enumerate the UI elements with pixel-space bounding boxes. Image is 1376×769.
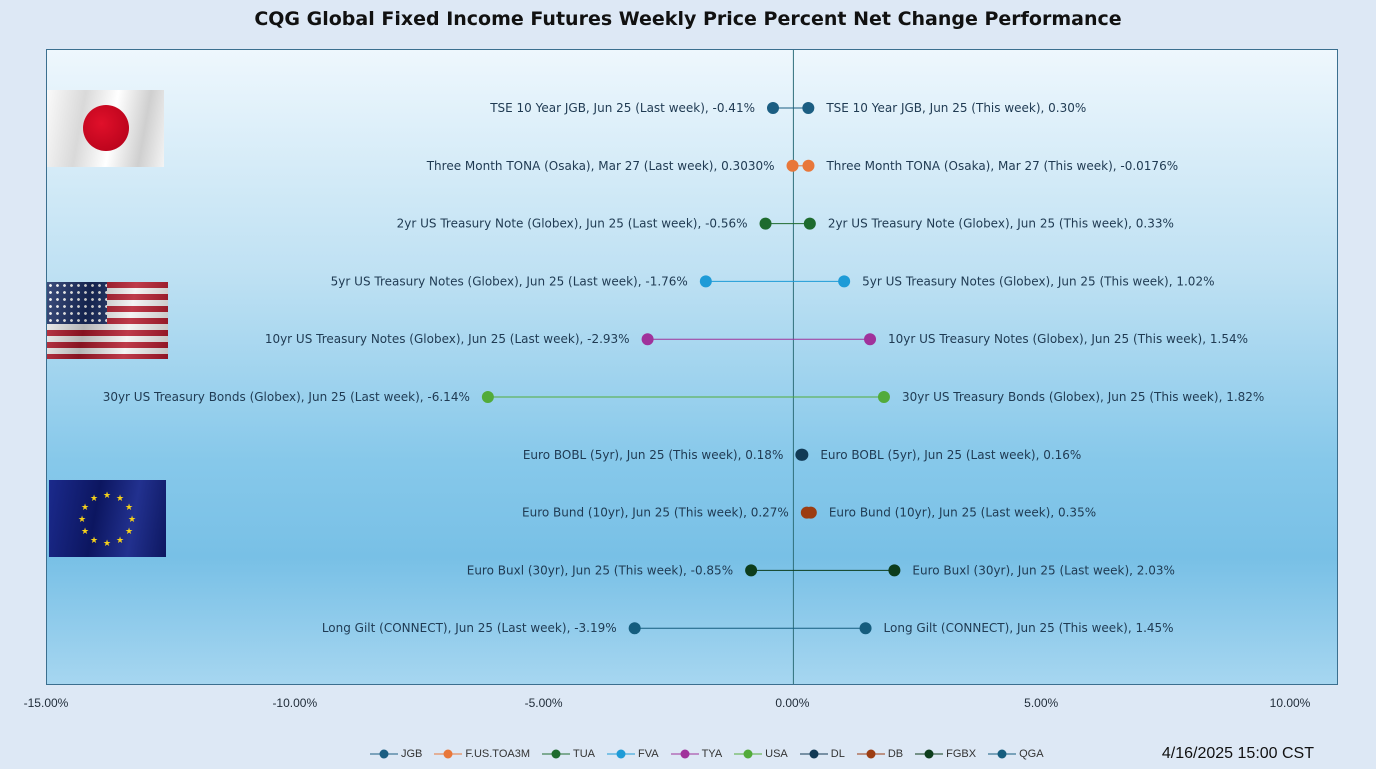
svg-text:★: ★ [90,536,98,546]
label-tua-left: 2yr US Treasury Note (Globex), Jun 25 (L… [397,217,748,231]
x-tick-label: -5.00% [525,696,563,710]
svg-text:★: ★ [90,494,98,504]
legend-item-fva[interactable]: FVA [607,748,659,760]
eu-flag-icon: ★ ★ ★ ★ ★ ★ ★ ★ ★ ★ ★ ★ [49,480,166,557]
legend-item-qga[interactable]: QGA [988,748,1044,760]
label-db-right: Euro Bund (10yr), Jun 25 (Last week), 0.… [829,506,1096,520]
point-fgbx-right[interactable] [888,564,901,577]
point-qga-right[interactable] [859,622,872,635]
legend-marker-icon [607,749,635,759]
legend-marker-icon [434,749,463,759]
legend-label: FVA [638,748,659,760]
legend-item-db[interactable]: DB [856,748,904,760]
chart-title: CQG Global Fixed Income Futures Weekly P… [254,8,1122,30]
legend-marker-icon [915,749,944,759]
label-tya-right: 10yr US Treasury Notes (Globex), Jun 25 … [888,332,1248,346]
svg-text:★: ★ [81,527,89,537]
point-db-right[interactable] [804,506,817,519]
svg-text:★: ★ [116,536,124,546]
label-jgb-right: TSE 10 Year JGB, Jun 25 (This week), 0.3… [825,101,1086,115]
plot-area: ★ ★ ★ ★ ★ ★ ★ ★ ★ ★ ★ ★ TSE 10 Year JGB,… [46,49,1338,685]
usa-flag-icon [47,282,168,359]
point-dl-right[interactable] [796,448,809,461]
point-fva-right[interactable] [838,275,851,288]
svg-text:★: ★ [125,527,133,537]
label-usa-right: 30yr US Treasury Bonds (Globex), Jun 25 … [902,390,1264,404]
x-tick-label: 10.00% [1270,696,1311,710]
label-qga-right: Long Gilt (CONNECT), Jun 25 (This week),… [884,621,1174,635]
label-tya-left: 10yr US Treasury Notes (Globex), Jun 25 … [265,332,630,346]
svg-text:★: ★ [103,491,111,501]
legend-marker-icon [542,749,570,759]
rows-group: TSE 10 Year JGB, Jun 25 (Last week), -0.… [103,101,1265,635]
label-qga-left: Long Gilt (CONNECT), Jun 25 (Last week),… [322,621,617,635]
point-jgb-right[interactable] [802,102,815,114]
chart-svg: TSE 10 Year JGB, Jun 25 (Last week), -0.… [103,50,1265,684]
point-tua-right[interactable] [803,217,816,230]
svg-text:★: ★ [125,503,133,513]
legend-label: QGA [1019,748,1044,760]
x-tick-label: 0.00% [775,696,809,710]
label-db-left: Euro Bund (10yr), Jun 25 (This week), 0.… [522,506,789,520]
label-fgbx-right: Euro Buxl (30yr), Jun 25 (Last week), 2.… [912,563,1175,577]
legend-label: FGBX [946,748,977,760]
legend: JGB F.US.TOA3M TUA FVA TYA USA DL DB FGBX QGA [370,745,1050,763]
x-tick-label: -15.00% [24,696,69,710]
legend-item-tya[interactable]: TYA [670,748,723,760]
x-tick-label: -10.00% [272,696,317,710]
label-fva-right: 5yr US Treasury Notes (Globex), Jun 25 (… [862,274,1214,288]
point-fgbx-left[interactable] [745,564,758,577]
legend-item-f-us-toa3m[interactable]: F.US.TOA3M [434,748,530,760]
point-tya-left[interactable] [641,333,654,346]
label-dl-left: Euro BOBL (5yr), Jun 25 (This week), 0.1… [523,448,784,462]
label-f.us.toa3m-right: Three Month TONA (Osaka), Mar 27 (This w… [825,159,1178,173]
label-fva-left: 5yr US Treasury Notes (Globex), Jun 25 (… [331,274,688,288]
point-tua-left[interactable] [759,217,772,230]
label-dl-right: Euro BOBL (5yr), Jun 25 (Last week), 0.1… [820,448,1081,462]
legend-marker-icon [670,749,699,759]
legend-item-dl[interactable]: DL [799,748,845,760]
label-f.us.toa3m-left: Three Month TONA (Osaka), Mar 27 (Last w… [426,159,775,173]
timestamp: 4/16/2025 15:00 CST [1161,745,1314,762]
legend-item-jgb[interactable]: JGB [370,748,422,760]
legend-marker-icon [856,749,885,759]
point-usa-left[interactable] [481,391,494,403]
svg-text:★: ★ [81,503,89,513]
point-qga-left[interactable] [628,622,641,635]
legend-label: TYA [701,748,723,760]
legend-label: TUA [573,748,595,760]
legend-label: JGB [401,748,423,760]
point-f.us.toa3m-right[interactable] [802,159,815,172]
svg-text:★: ★ [103,539,111,549]
svg-text:★: ★ [116,494,124,504]
legend-label: F.US.TOA3M [465,748,530,760]
legend-marker-icon [988,749,1017,759]
legend-item-tua[interactable]: TUA [542,748,595,760]
japan-flag-icon [47,90,164,167]
x-axis: -15.00% -10.00% -5.00% 0.00% 5.00% 10.00% [24,696,1311,710]
label-usa-left: 30yr US Treasury Bonds (Globex), Jun 25 … [103,390,470,404]
legend-marker-icon [799,749,828,759]
svg-text:★: ★ [78,515,86,525]
legend-label: DL [830,748,845,760]
x-tick-label: 5.00% [1024,696,1058,710]
point-usa-right[interactable] [877,391,890,403]
legend-marker-icon [734,749,763,759]
point-tya-right[interactable] [864,333,877,346]
legend-item-usa[interactable]: USA [734,748,788,760]
label-jgb-left: TSE 10 Year JGB, Jun 25 (Last week), -0.… [489,101,755,115]
legend-item-fgbx[interactable]: FGBX [915,748,976,760]
label-fgbx-left: Euro Buxl (30yr), Jun 25 (This week), -0… [467,563,733,577]
point-f.us.toa3m-left[interactable] [786,159,799,172]
legend-marker-icon [370,749,398,759]
label-tua-right: 2yr US Treasury Note (Globex), Jun 25 (T… [828,217,1174,231]
legend-label: DB [887,748,904,760]
legend-label: USA [765,748,788,760]
point-jgb-left[interactable] [766,102,779,114]
point-fva-left[interactable] [699,275,712,288]
svg-text:★: ★ [128,515,136,525]
